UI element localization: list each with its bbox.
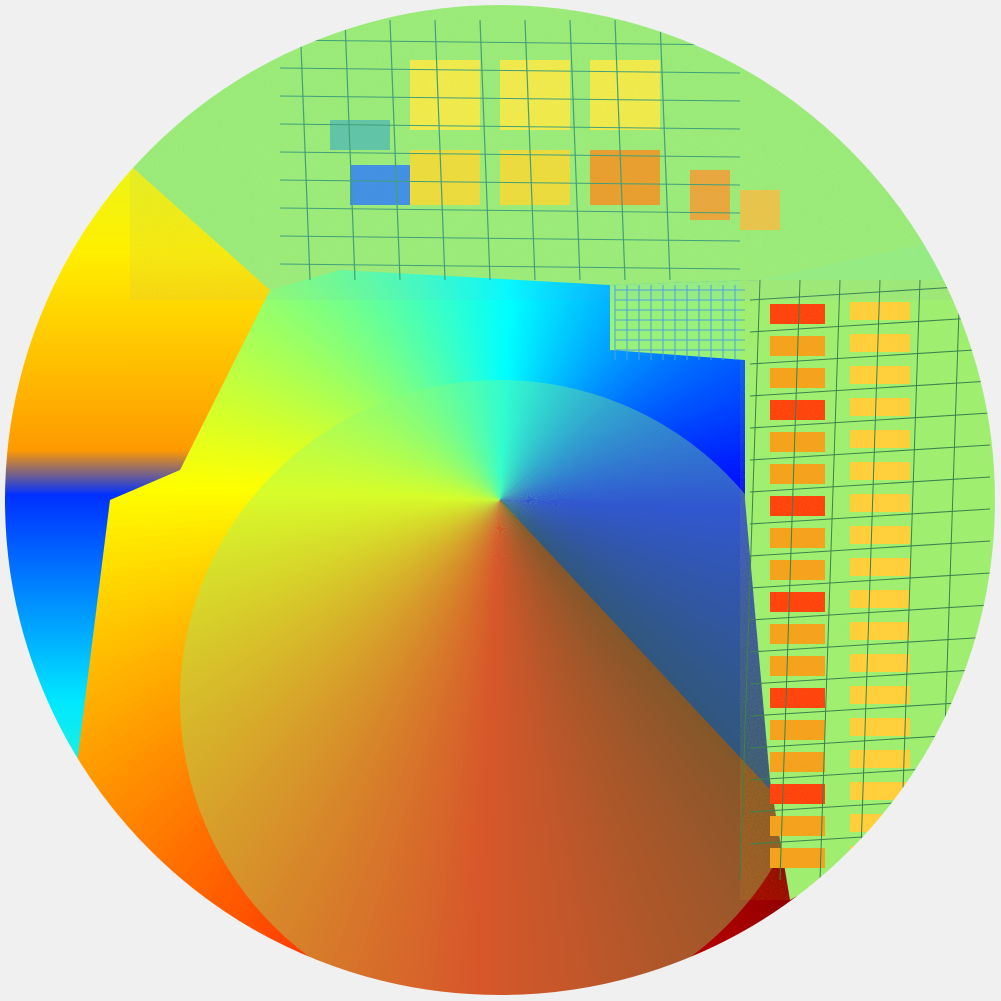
right-facade-texture-noise: [740, 280, 1001, 900]
facade-texture-noise: [130, 0, 1001, 300]
floor-fade: [180, 380, 820, 1001]
window-pane: [850, 846, 910, 864]
